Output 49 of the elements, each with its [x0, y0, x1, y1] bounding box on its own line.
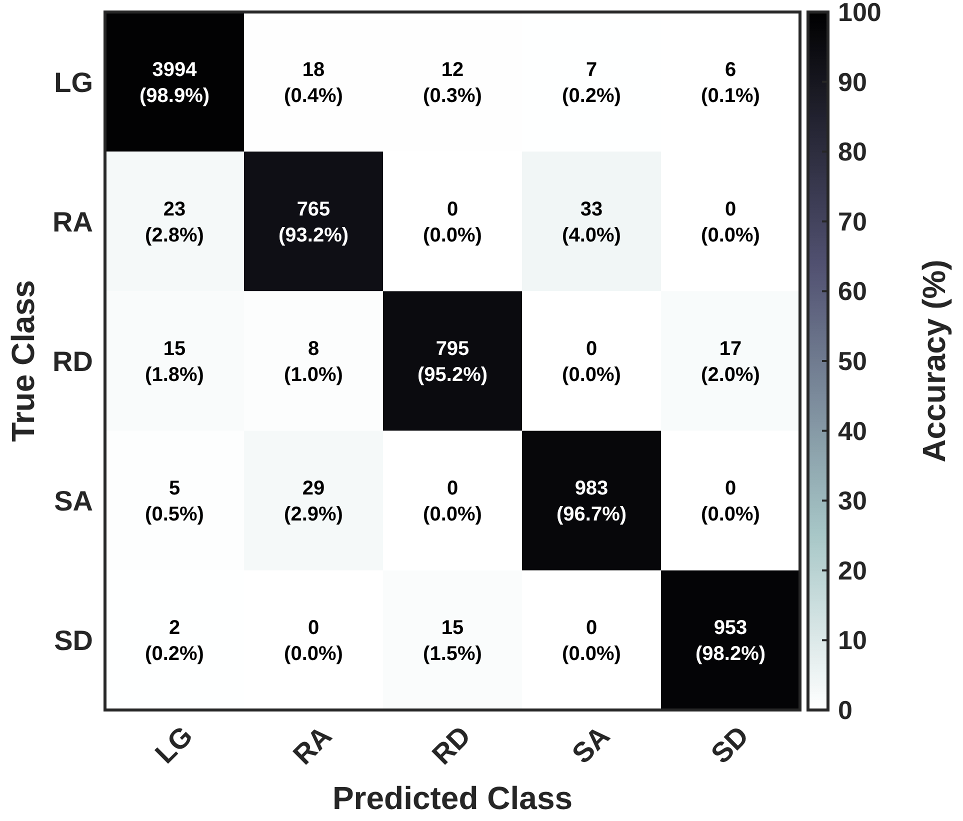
x-axis-title: Predicted Class	[332, 780, 573, 816]
data-label: 29 (2.9%)	[284, 478, 343, 526]
color-bar-title: Accuracy (%)	[916, 260, 952, 462]
data-label: 15 (1.5%)	[423, 617, 482, 666]
color-bar-label: 50	[838, 346, 867, 376]
color-bar-label: 0	[838, 695, 852, 725]
color-bar-label: 60	[838, 276, 867, 306]
y-tick-label: RA	[52, 206, 93, 238]
data-label: 0 (0.0%)	[423, 478, 482, 526]
y-tick-label: RD	[52, 346, 93, 377]
color-bar-label: 70	[838, 206, 867, 236]
data-label: 5 (0.5%)	[145, 478, 204, 526]
y-axis-title: True Class	[5, 280, 41, 442]
data-label: 15 (1.8%)	[145, 338, 204, 386]
data-label: 0 (0.0%)	[562, 617, 621, 666]
data-label: 795 (95.2%)	[417, 338, 488, 386]
data-label: 765 (93.2%)	[278, 198, 349, 246]
data-label: 0 (0.0%)	[562, 338, 621, 386]
data-label: 0 (0.0%)	[284, 617, 343, 666]
data-label: 7 (0.2%)	[562, 58, 621, 107]
data-label: 0 (0.0%)	[701, 198, 760, 246]
y-tick-label: LG	[54, 66, 93, 98]
y-tick-label: SD	[54, 625, 93, 656]
y-tick-label: SA	[54, 486, 93, 517]
data-label: 3994 (98.9%)	[139, 58, 210, 107]
color-bar-label: 100	[838, 0, 882, 27]
data-label: 18 (0.4%)	[284, 58, 343, 107]
data-label: 17 (2.0%)	[701, 338, 760, 386]
color-bar-label: 30	[838, 486, 867, 516]
color-bar-label: 20	[838, 555, 867, 586]
x-tick-label: LG	[149, 720, 199, 770]
x-tick-label: RA	[287, 720, 338, 771]
data-label: 12 (0.3%)	[423, 58, 482, 107]
data-label: 2 (0.2%)	[145, 617, 204, 666]
color-bar-label: 90	[838, 66, 867, 97]
data-label: 983 (96.7%)	[556, 478, 627, 526]
x-tick-label: SA	[566, 720, 616, 770]
color-bar-label: 80	[838, 136, 867, 167]
data-label: 953 (98.2%)	[695, 617, 766, 666]
color-bar-label: 40	[838, 416, 867, 446]
x-tick-label: RD	[426, 720, 477, 771]
color-bar-label: 10	[838, 625, 867, 656]
data-label: 0 (0.0%)	[423, 198, 482, 246]
x-tick-label: SD	[705, 720, 755, 770]
data-label: 6 (0.1%)	[701, 58, 760, 107]
data-label: 23 (2.8%)	[145, 198, 204, 246]
data-label: 33 (4.0%)	[562, 198, 621, 246]
data-label: 8 (1.0%)	[284, 338, 343, 386]
data-label: 0 (0.0%)	[701, 478, 760, 526]
